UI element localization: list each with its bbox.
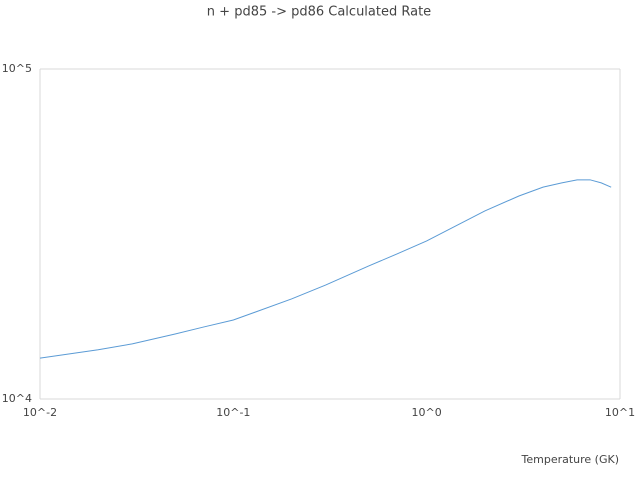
chart-title: n + pd85 -> pd86 Calculated Rate [207, 5, 431, 20]
data-line [39, 179, 612, 359]
x-axis-label: Temperature (GK) [521, 453, 620, 466]
x-tick-label: 10^1 [605, 406, 635, 419]
x-tick-label: 10^-2 [23, 406, 57, 419]
x-tick-label: 10^0 [412, 406, 442, 419]
x-tick-label: 10^-1 [216, 406, 250, 419]
y-tick-label: 10^4 [2, 392, 32, 405]
y-tick-label: 10^5 [2, 62, 32, 75]
